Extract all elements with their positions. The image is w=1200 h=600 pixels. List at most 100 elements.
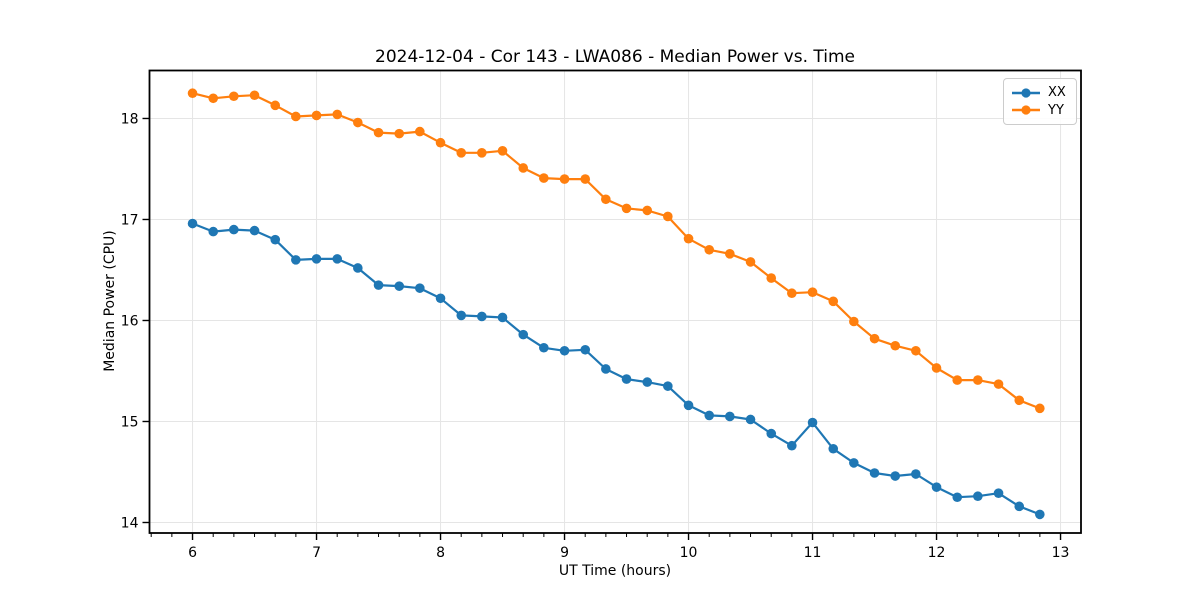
series-YY-marker	[456, 148, 467, 158]
series-YY-marker	[828, 296, 839, 307]
legend-label-yy: YY	[1048, 102, 1064, 118]
x-tick-label: 9	[560, 545, 569, 561]
series-YY-marker	[415, 126, 425, 137]
series-XX-marker	[270, 234, 281, 245]
series-YY-marker	[642, 205, 653, 216]
series-YY-line	[192, 92, 1041, 410]
series-XX-marker	[973, 491, 983, 502]
y-tick-label: 16	[121, 313, 139, 329]
legend-item-yy: YY	[1011, 102, 1069, 119]
series-YY-marker	[580, 174, 591, 184]
series-XX-marker	[187, 218, 198, 229]
x-axis-label: UT Time (hours)	[558, 563, 672, 579]
series-XX-marker	[1035, 509, 1045, 520]
series-YY-marker	[683, 233, 694, 244]
series-YY-marker	[911, 345, 921, 356]
series-YY-marker	[807, 287, 818, 298]
chart-title: 2024-12-04 - Cor 143 - LWA086 - Median P…	[375, 47, 855, 67]
series-YY-marker	[559, 174, 570, 184]
x-tick-label: 12	[928, 545, 946, 561]
series-YY-marker	[849, 316, 859, 327]
series-XX-marker	[642, 377, 653, 387]
x-tick-label: 8	[436, 545, 445, 561]
series-XX-marker	[621, 374, 632, 384]
series-YY-marker	[993, 379, 1004, 389]
series-YY-marker	[539, 173, 549, 183]
series-YY-marker	[725, 249, 735, 259]
series-YY-marker	[704, 244, 715, 255]
series-YY-marker	[1035, 403, 1045, 414]
series-XX-marker	[869, 468, 880, 478]
legend-marker-xx-icon	[1012, 88, 1040, 98]
y-tick-label: 18	[121, 111, 139, 127]
series-XX-marker	[601, 364, 611, 374]
plot-border	[148, 69, 1082, 534]
series-YY-marker	[435, 137, 446, 148]
legend-item-xx: XX	[1011, 84, 1069, 101]
series-XX-marker	[663, 381, 673, 391]
y-tick-label: 14	[121, 515, 139, 531]
series-YY-marker	[787, 288, 797, 299]
series-XX-marker	[580, 344, 591, 355]
series-YY-marker	[394, 128, 405, 139]
series-YY-marker	[952, 375, 963, 385]
series-XX-marker	[787, 440, 797, 451]
series-XX-marker	[311, 254, 322, 264]
series-XX-marker	[807, 417, 818, 428]
series-YY-marker	[621, 203, 632, 214]
series-YY-marker	[332, 109, 343, 120]
series-XX-marker	[332, 254, 343, 264]
series-XX-marker	[456, 310, 467, 321]
series-YY-marker	[497, 145, 508, 156]
series-XX-marker	[394, 281, 405, 291]
series-YY-marker	[973, 375, 983, 385]
series-XX-marker	[353, 263, 363, 273]
series-XX-marker	[229, 224, 239, 235]
series-YY-marker	[890, 340, 901, 351]
y-tick-label: 15	[121, 414, 139, 430]
series-XX-marker	[890, 471, 901, 481]
series-YY-marker	[1014, 395, 1025, 406]
y-axis-label: Median Power (CPU)	[102, 230, 118, 372]
series-YY-marker	[931, 363, 942, 373]
series-XX-marker	[559, 345, 570, 356]
series-XX-marker	[911, 469, 921, 479]
series-YY-marker	[745, 257, 756, 267]
series-XX-marker	[208, 226, 219, 237]
series-YY-marker	[601, 194, 611, 205]
series-XX-marker	[497, 312, 508, 323]
series-XX-marker	[477, 311, 487, 322]
series-YY-marker	[208, 93, 219, 104]
series-XX-marker	[539, 342, 549, 353]
series-YY-marker	[477, 148, 487, 158]
series-YY-marker	[663, 211, 673, 222]
series-XX-marker	[849, 458, 859, 468]
series-XX-marker	[373, 280, 384, 290]
series-XX-marker	[683, 400, 694, 411]
series-XX-marker	[745, 414, 756, 425]
series-YY-marker	[187, 88, 198, 99]
x-tick-label: 11	[804, 545, 822, 561]
series-XX-marker	[766, 428, 777, 439]
series-YY-marker	[270, 100, 281, 111]
series-YY-marker	[518, 163, 529, 173]
legend-label-xx: XX	[1048, 85, 1066, 101]
series-XX-marker	[435, 293, 446, 304]
series-XX-marker	[291, 255, 301, 265]
series-YY-marker	[229, 91, 239, 102]
x-tick-label: 10	[680, 545, 698, 561]
x-tick-label: 13	[1052, 545, 1070, 561]
legend-marker-yy-icon	[1012, 105, 1040, 115]
series-XX-marker	[952, 492, 963, 503]
series-XX-marker	[415, 283, 425, 293]
series-YY-marker	[373, 127, 384, 138]
series-YY-marker	[353, 117, 363, 128]
series-YY-marker	[869, 333, 880, 344]
legend: XX YY	[1003, 78, 1077, 125]
series-XX-marker	[828, 443, 839, 454]
series-XX-marker	[704, 410, 715, 421]
series-YY-marker	[291, 111, 301, 122]
x-tick-label: 6	[188, 545, 197, 561]
